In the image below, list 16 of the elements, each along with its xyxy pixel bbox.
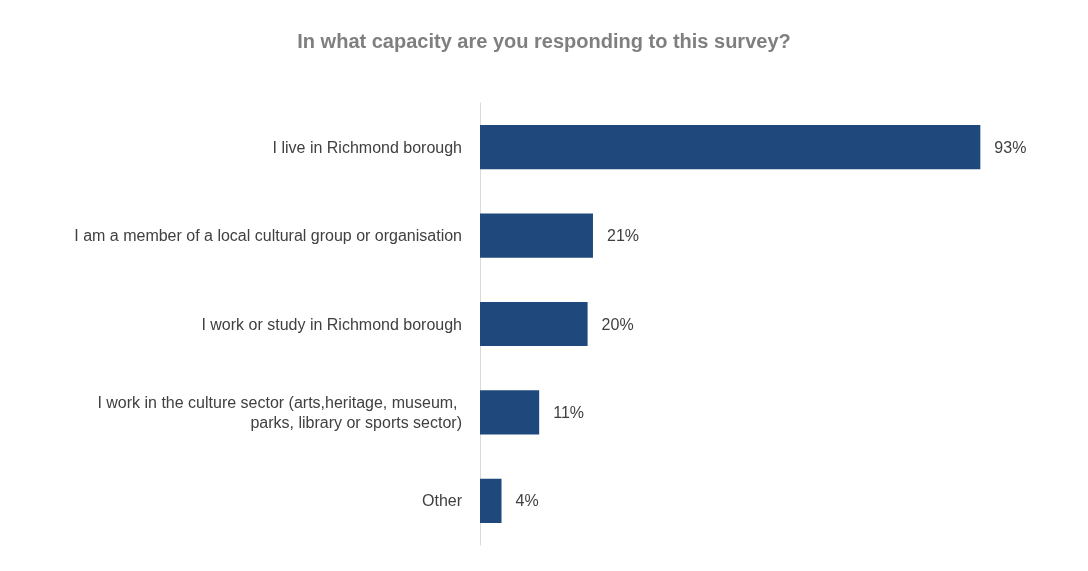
data-label: 20% bbox=[601, 315, 634, 333]
data-label: 4% bbox=[515, 492, 539, 510]
bar bbox=[480, 478, 502, 523]
chart-title: In what capacity are you responding to this survey? bbox=[297, 30, 791, 52]
data-label: 93% bbox=[994, 138, 1027, 156]
data-label: 11% bbox=[553, 403, 585, 421]
bar bbox=[480, 390, 540, 435]
y-tick-label: I live in Richmond borough bbox=[272, 138, 462, 156]
bar bbox=[480, 301, 588, 347]
y-tick-label: I work or study in Richmond borough bbox=[201, 315, 462, 333]
data-label: 21% bbox=[606, 227, 640, 245]
y-tick-label: I am a member of a local cultural group or organisation bbox=[74, 227, 462, 245]
y-tick-label: I work in the culture sector (arts,heritage, museum, parks, library or sports sector) bbox=[97, 393, 462, 431]
bar bbox=[480, 125, 981, 170]
bar bbox=[480, 213, 593, 258]
y-tick-label: Other bbox=[421, 492, 463, 510]
